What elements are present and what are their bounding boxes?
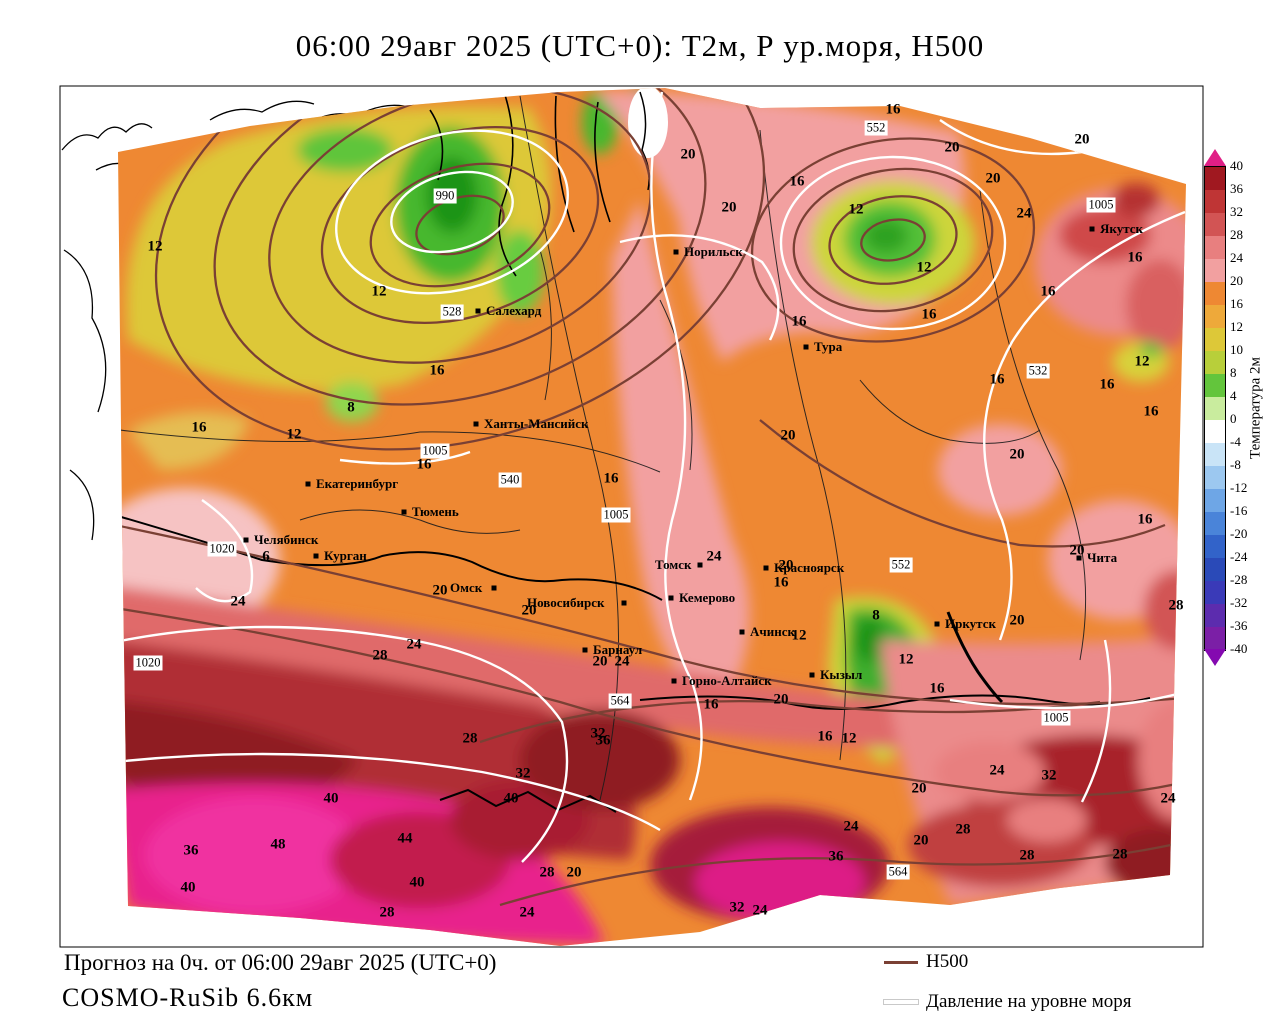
colorbar-band [1205, 190, 1225, 213]
h500-legend-label: Н500 [926, 951, 969, 972]
colorbar-band [1205, 259, 1225, 282]
colorbar-band [1205, 581, 1225, 604]
colorbar-band [1205, 282, 1225, 305]
mountain-ridge [439, 788, 617, 813]
colorbar-band [1205, 351, 1225, 374]
colorbar-band [1205, 489, 1225, 512]
colorbar-title: Температура 2м [1247, 357, 1264, 459]
colorbar-band [1205, 236, 1225, 259]
colorbar-band [1205, 397, 1225, 420]
colorbar-band [1205, 420, 1225, 443]
temperature-field [118, 88, 1186, 946]
h500-contours [118, 88, 1186, 907]
colorbar [1204, 166, 1226, 651]
colorbar-band [1205, 328, 1225, 351]
baikal-lake [946, 611, 1004, 704]
map-frame [59, 85, 1204, 948]
pressure-legend-line [884, 1000, 918, 1004]
colorbar-band [1205, 604, 1225, 627]
map-title: 06:00 29авг 2025 (UTC+0): Т2м, Р ур.моря… [295, 28, 985, 63]
colorbar-band [1205, 535, 1225, 558]
colorbar-band [1205, 512, 1225, 535]
colorbar-below-arrow [1204, 649, 1226, 666]
colorbar-band [1205, 305, 1225, 328]
colorbar-band [1205, 627, 1225, 650]
colorbar-above-arrow [1204, 149, 1226, 166]
colorbar-band [1205, 374, 1225, 397]
pressure-contours [118, 91, 1186, 863]
h500-legend-line [884, 961, 918, 964]
model-info-line: COSMO-RuSib 6.6км [62, 983, 314, 1012]
colorbar-band [1205, 443, 1225, 466]
colorbar-band [1205, 213, 1225, 236]
pressure-legend-label: Давление на уровне моря [926, 991, 1132, 1012]
forecast-info-line: Прогноз на 0ч. от 06:00 29авг 2025 (UTC+… [64, 950, 497, 975]
colorbar-band [1205, 558, 1225, 581]
colorbar-band [1205, 167, 1225, 190]
colorbar-band [1205, 466, 1225, 489]
